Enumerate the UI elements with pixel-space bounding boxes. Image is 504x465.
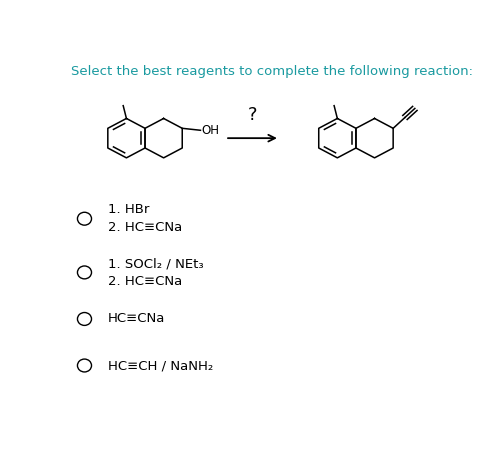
Text: 2. HC≡CNa: 2. HC≡CNa xyxy=(108,221,182,234)
Text: 1. SOCl₂ / NEt₃: 1. SOCl₂ / NEt₃ xyxy=(108,257,204,270)
Text: 2. HC≡CNa: 2. HC≡CNa xyxy=(108,275,182,288)
Text: OH: OH xyxy=(202,124,220,137)
Text: HC≡CNa: HC≡CNa xyxy=(108,312,165,326)
Text: Select the best reagents to complete the following reaction:: Select the best reagents to complete the… xyxy=(71,65,473,78)
Text: ?: ? xyxy=(247,106,257,124)
Text: 1. HBr: 1. HBr xyxy=(108,203,149,216)
Text: HC≡CH / NaNH₂: HC≡CH / NaNH₂ xyxy=(108,359,213,372)
